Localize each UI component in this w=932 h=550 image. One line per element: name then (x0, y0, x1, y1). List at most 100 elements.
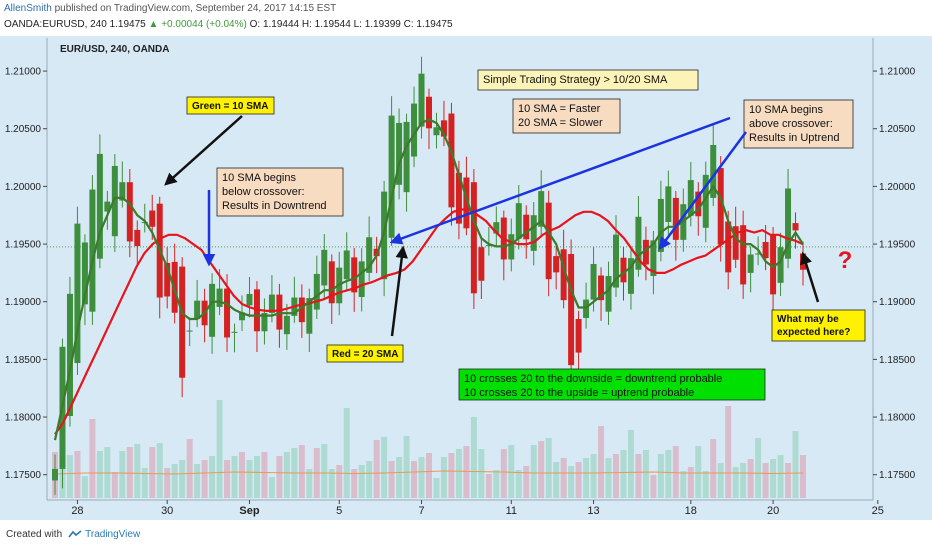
volume-bar (710, 439, 717, 498)
y-tick-label-left: 1.19000 (5, 297, 42, 308)
candle-body (209, 283, 216, 337)
candle-body (717, 168, 724, 245)
sma20-line (54, 208, 804, 435)
candle-body (306, 298, 313, 334)
candle-body (224, 288, 231, 338)
volume-bar (590, 454, 597, 498)
volume-bar (515, 470, 522, 498)
candle-body (134, 229, 141, 247)
candle-body (358, 261, 365, 297)
volume-bar (777, 455, 784, 498)
x-tick-label: 7 (418, 505, 424, 517)
candle-body (366, 237, 373, 273)
arrow-question-target (800, 251, 820, 303)
candle-body (538, 191, 545, 227)
annotation-text: above crossover: (749, 118, 833, 130)
volume-bar (186, 439, 193, 498)
candle-body (792, 223, 799, 231)
annotation-text: 10 crosses 20 to the downside = downtren… (464, 373, 722, 385)
annotation-box: 10 crosses 20 to the downside = downtren… (458, 368, 766, 401)
volume-bar (426, 453, 432, 498)
x-tick-label: Sep (239, 505, 259, 517)
annotation-background (326, 344, 404, 363)
volume-bar (463, 446, 470, 498)
volume-bar (201, 460, 208, 498)
volume-bar (164, 468, 171, 498)
volume-bar (657, 454, 664, 498)
author-link[interactable]: AllenSmith (4, 3, 52, 14)
volume-bar (620, 450, 627, 498)
volume-bar (321, 444, 328, 498)
volume-bar (134, 444, 141, 498)
candle-body (268, 294, 275, 313)
candle-body (695, 191, 702, 217)
annotation-text: 20 SMA = Slower (518, 117, 603, 129)
y-tick-label-left: 1.20500 (5, 124, 42, 135)
tradingview-brand[interactable]: TradingView (85, 529, 141, 540)
candle-body (351, 257, 358, 293)
chart-header: AllenSmith published on TradingView.com,… (0, 0, 932, 36)
volume-bar (553, 462, 560, 498)
volume-bar (732, 467, 739, 498)
annotation-background (512, 98, 621, 134)
volume-bar (687, 467, 694, 498)
volume-bar (493, 470, 500, 498)
candle-body (298, 297, 305, 323)
volume-bar (126, 447, 133, 498)
volume-bar (470, 417, 477, 498)
y-tick-label-left: 1.17500 (5, 470, 42, 481)
candle-body (74, 223, 81, 364)
candle-body (710, 144, 717, 198)
candle-body (149, 210, 156, 227)
candle-body (81, 242, 88, 305)
price-chart[interactable]: 1.21000 1.21000 1.20500 1.20500 1.20000 1.200… (0, 36, 932, 520)
volume-ma-line (54, 470, 804, 475)
arrow-crossover-upward (389, 116, 731, 245)
volume-bar (246, 460, 253, 498)
volume-bar (298, 445, 305, 498)
volume-bar (545, 438, 552, 498)
volume-bar (149, 447, 156, 498)
candle-body (657, 198, 664, 252)
arrow-green-sma-label (164, 115, 243, 186)
candle-body (411, 103, 418, 157)
volume-bar (672, 446, 679, 498)
candle-body (770, 235, 777, 295)
volume-bar (627, 430, 634, 498)
volume-bar (411, 461, 418, 498)
candle-body (448, 113, 455, 208)
annotation-text: Simple Trading Strategy > 10/20 SMA (483, 74, 668, 86)
volume-bar (224, 460, 231, 498)
volume-bar (141, 468, 148, 498)
x-tick-label: 5 (336, 505, 342, 517)
footer: Created with TradingView (0, 520, 932, 550)
last-price: 1.19475 (109, 19, 146, 30)
y-tick-label-right: 1.19500 (879, 240, 916, 251)
annotation-box: What may be expected here? (771, 309, 866, 342)
y-tick-label-right: 1.17500 (879, 470, 916, 481)
candle-body (687, 180, 694, 216)
candle-body (246, 293, 253, 306)
arrow-red-sma-label (390, 245, 408, 337)
annotation-background (458, 368, 766, 401)
y-tick-label-left: 1.21000 (5, 67, 42, 78)
candle-body (89, 189, 96, 312)
volume-bar (568, 466, 575, 498)
volume-bar (695, 446, 702, 498)
symbol-label: OANDA:EURUSD, 240 (4, 19, 107, 30)
volume-bar (268, 477, 275, 498)
candle-body (530, 215, 537, 251)
volume-bar (455, 449, 462, 498)
volume-bar (740, 463, 747, 498)
candle-body (216, 288, 223, 307)
candle-body (343, 250, 350, 280)
volume-bar (74, 451, 81, 498)
volume-bar (717, 463, 724, 498)
candle-body (179, 266, 186, 378)
annotation-box: Simple Trading Strategy > 10/20 SMA (477, 69, 699, 91)
candle-body (126, 182, 133, 242)
candle-body (642, 239, 649, 265)
volume-bar (538, 441, 545, 498)
y-tick-label-right: 1.18000 (879, 413, 916, 424)
candle-body (426, 96, 432, 129)
